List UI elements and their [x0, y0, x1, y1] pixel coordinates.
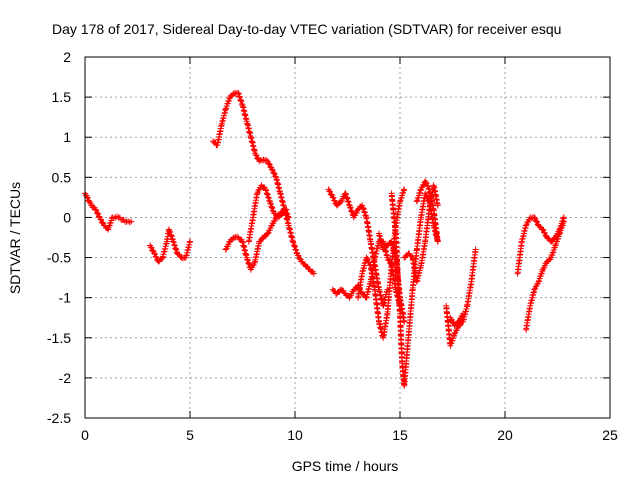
x-tick-label: 5 [186, 427, 194, 443]
scatter-markers [413, 178, 441, 245]
x-tick-label: 20 [497, 427, 513, 443]
series-arc-2 [147, 226, 193, 265]
y-tick-label: 1 [63, 129, 71, 145]
x-axis-label: GPS time / hours [292, 458, 399, 474]
x-tick-label: 10 [287, 427, 303, 443]
series-arc-12 [413, 178, 441, 245]
grid [85, 57, 610, 418]
y-tick-label: 0 [63, 209, 71, 225]
x-tick-labels: 0 5 10 15 20 25 [81, 427, 618, 443]
y-tick-label: -2.5 [47, 410, 71, 426]
scatter-markers [147, 226, 193, 265]
scatter-markers [245, 182, 290, 245]
series-arc-10 [388, 190, 441, 389]
series-arc-3 [210, 89, 317, 277]
y-tick-label: 2 [63, 49, 71, 65]
series-arc-14 [447, 310, 466, 329]
scatter-markers [388, 190, 441, 389]
series-arc-15 [514, 214, 567, 277]
scatter-markers [447, 310, 466, 329]
scatter-markers [514, 214, 567, 277]
y-tick-label: 1.5 [52, 89, 72, 105]
data-points [82, 89, 567, 389]
x-tick-label: 0 [81, 427, 89, 443]
chart-title: Day 178 of 2017, Sidereal Day-to-day VTE… [52, 21, 561, 37]
scatter-markers [210, 89, 317, 277]
axis-ticks [84, 56, 611, 419]
y-tick-label: -0.5 [47, 250, 71, 266]
y-tick-label: -2 [59, 370, 72, 386]
series-arc-5 [245, 182, 290, 245]
plot-area-frame [84, 56, 611, 419]
series-arc-6 [325, 186, 391, 309]
scatter-markers [523, 218, 567, 333]
series-arc-16 [523, 218, 567, 333]
y-tick-label: -1.5 [47, 330, 71, 346]
y-tick-labels: 2 1.5 1 0.5 0 -0.5 -1 -1.5 -2 -2.5 [47, 49, 71, 426]
x-tick-label: 25 [602, 427, 618, 443]
y-tick-label: 0.5 [52, 169, 72, 185]
x-tick-label: 15 [392, 427, 408, 443]
y-tick-label: -1 [59, 290, 72, 306]
y-axis-label: SDTVAR / TECUs [7, 182, 23, 294]
scatter-markers [325, 186, 391, 309]
